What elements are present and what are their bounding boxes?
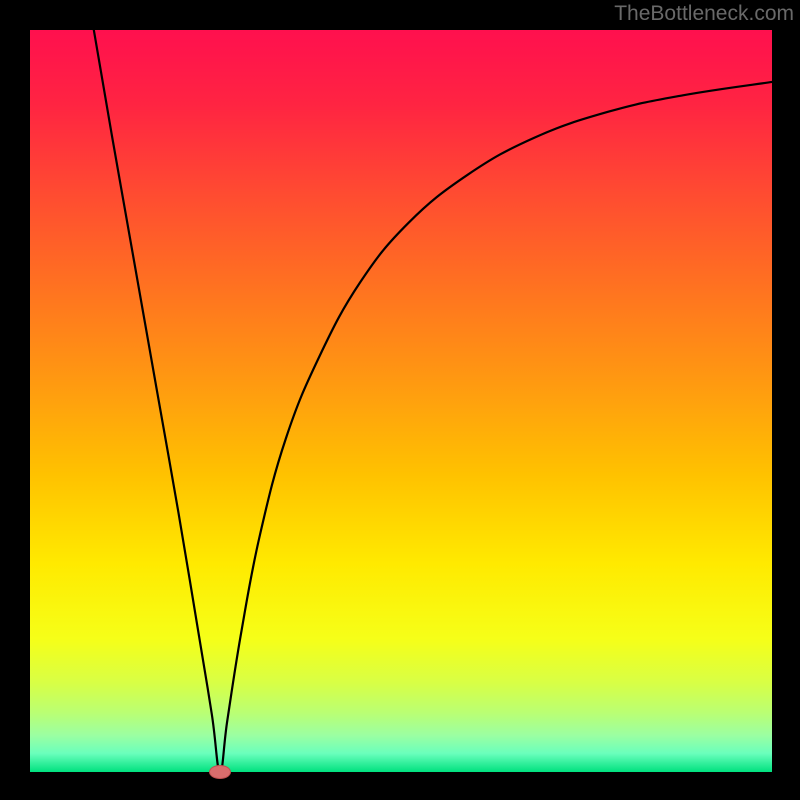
minimum-marker — [209, 765, 231, 779]
bottleneck-curve — [94, 30, 772, 772]
plot-area — [30, 30, 772, 772]
curve-layer — [30, 30, 772, 772]
watermark-text: TheBottleneck.com — [614, 2, 794, 26]
